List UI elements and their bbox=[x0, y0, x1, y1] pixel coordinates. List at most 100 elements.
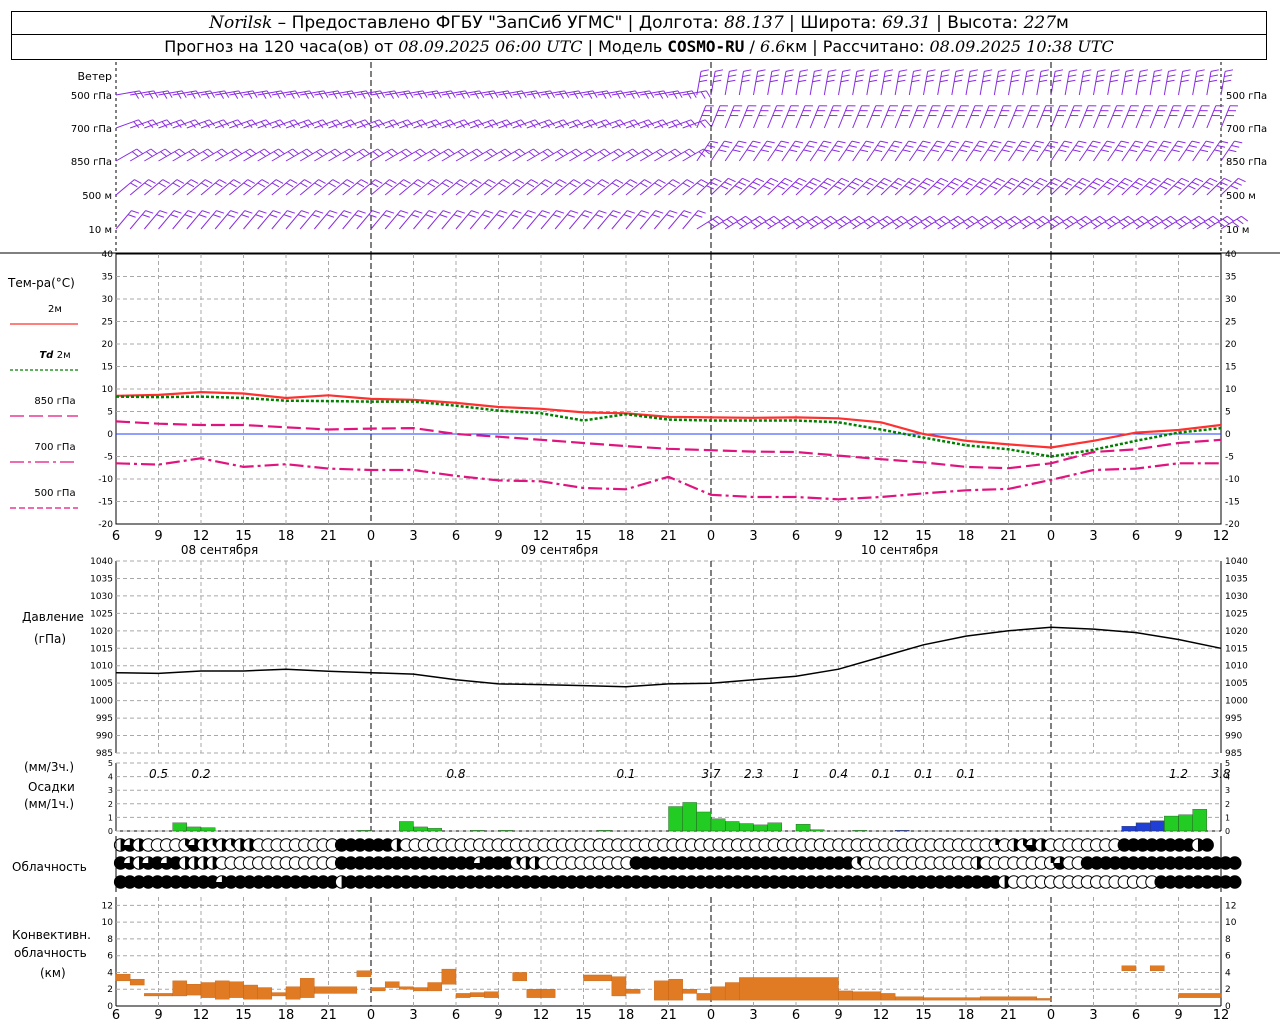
wind-level-label: 10 м bbox=[89, 225, 112, 236]
wind-barb bbox=[951, 140, 966, 162]
wind-barb-feather bbox=[613, 151, 621, 158]
wind-barb-feather bbox=[759, 215, 767, 222]
wind-barb-feather bbox=[1007, 140, 1016, 144]
precip-tick-label: 3 bbox=[108, 786, 113, 795]
wind-barb-feather bbox=[983, 74, 992, 78]
wind-barb-feather bbox=[1085, 215, 1093, 222]
wind-barb-feather bbox=[905, 144, 914, 148]
wind-barb-feather bbox=[766, 140, 775, 144]
conv-tick-label-right: 2 bbox=[1225, 985, 1231, 995]
wind-barb bbox=[214, 210, 231, 230]
wind-barb-feather bbox=[583, 182, 591, 188]
wind-barb-feather bbox=[147, 121, 154, 128]
wind-barb bbox=[384, 119, 408, 129]
wind-barb-feather bbox=[1082, 177, 1090, 183]
wind-barb-feather bbox=[1198, 215, 1206, 222]
wind-barb-feather bbox=[724, 181, 732, 186]
wind-barb-feather bbox=[464, 119, 471, 127]
wind-barb-feather bbox=[924, 218, 932, 225]
wind-barb-feather bbox=[1167, 74, 1176, 78]
wind-barb bbox=[937, 177, 956, 196]
wind-barb-feather bbox=[258, 210, 267, 214]
wind-barb-feather bbox=[934, 221, 942, 228]
wind-barb-feather bbox=[559, 91, 565, 99]
wind-barb bbox=[1036, 105, 1047, 129]
temperature-legend-label: 700 гПа bbox=[34, 442, 75, 453]
wind-barb-feather bbox=[1110, 177, 1119, 183]
wind-barb-feather bbox=[202, 210, 210, 214]
conv-cloud-bar bbox=[1178, 993, 1222, 998]
wind-barb bbox=[328, 148, 350, 162]
wind-barb-feather bbox=[524, 214, 533, 218]
wind-barb-feather bbox=[1179, 218, 1187, 225]
wind-barb-feather bbox=[419, 148, 427, 155]
wind-barb-feather bbox=[1168, 69, 1177, 72]
conv-cloud-bar bbox=[484, 991, 499, 998]
cloud-cover-symbol bbox=[1228, 875, 1242, 889]
wind-barb bbox=[668, 210, 685, 230]
wind-barb-feather bbox=[789, 149, 798, 153]
wind-barb-feather bbox=[1228, 149, 1237, 153]
wind-barb-feather bbox=[965, 181, 973, 186]
wind-barb bbox=[427, 90, 452, 96]
wind-barb-feather bbox=[249, 148, 257, 155]
cloud-cover-fill bbox=[215, 875, 229, 889]
wind-barb-feather bbox=[962, 144, 971, 148]
wind-barb-feather bbox=[997, 74, 1006, 78]
cloud-cover-fill bbox=[142, 856, 155, 870]
wind-barb-feather bbox=[784, 177, 793, 183]
hour-tick-label-bottom: 12 bbox=[193, 1008, 210, 1023]
wind-barb-feather bbox=[1220, 181, 1228, 186]
wind-barb bbox=[1107, 215, 1129, 230]
wind-barb bbox=[186, 90, 211, 96]
wind-barb bbox=[781, 177, 800, 196]
wind-barb-feather bbox=[301, 210, 310, 214]
temperature-tick-label: 15 bbox=[102, 363, 113, 373]
wind-barb-feather bbox=[1139, 74, 1148, 78]
wind-barb-feather bbox=[1174, 144, 1183, 148]
wind-barb-feather bbox=[1225, 69, 1234, 72]
hour-tick-label: 9 bbox=[834, 529, 842, 544]
wind-barb-feather bbox=[658, 91, 664, 99]
wind-barb bbox=[172, 210, 189, 230]
wind-barb-feather bbox=[393, 119, 400, 127]
wind-barb-feather bbox=[1109, 218, 1117, 225]
wind-barb-feather bbox=[690, 119, 697, 127]
wind-barb bbox=[413, 210, 430, 230]
wind-barb-feather bbox=[1170, 215, 1178, 222]
wind-barb-feather bbox=[1047, 144, 1056, 148]
wind-barb-feather bbox=[839, 218, 847, 225]
wind-barb bbox=[1050, 177, 1069, 196]
wind-barb-feather bbox=[834, 144, 843, 148]
conv-cloud-bar bbox=[724, 982, 740, 1001]
wind-barb-feather bbox=[1039, 177, 1048, 183]
conv-cloud-bar bbox=[583, 974, 613, 982]
wind-barb-feather bbox=[700, 69, 709, 72]
wind-barb bbox=[356, 210, 373, 230]
precip-title: Осадки bbox=[28, 780, 75, 794]
wind-barb bbox=[823, 105, 834, 129]
wind-barb-feather bbox=[535, 90, 541, 98]
temperature-tick-label: 10 bbox=[102, 385, 114, 395]
wind-barb bbox=[625, 210, 642, 230]
wind-barb-feather bbox=[564, 90, 570, 98]
wind-barb bbox=[271, 148, 293, 162]
wind-barb-feather bbox=[710, 181, 718, 186]
wind-barb bbox=[285, 179, 305, 196]
wind-barb-feather bbox=[252, 90, 258, 98]
wind-barb bbox=[554, 148, 577, 162]
wind-barb bbox=[186, 119, 210, 129]
wind-barb-feather bbox=[791, 185, 799, 190]
wind-barb-feather bbox=[354, 214, 363, 218]
wind-barb-feather bbox=[1024, 79, 1033, 83]
wind-barb-feather bbox=[190, 179, 199, 184]
wind-barb-feather bbox=[363, 148, 371, 155]
wind-barb bbox=[526, 119, 550, 129]
wind-barb-feather bbox=[809, 181, 817, 186]
wind-barb bbox=[342, 179, 362, 196]
latitude-value: 69.31 bbox=[882, 13, 931, 33]
conv-tick-label-right: 6 bbox=[1225, 952, 1231, 962]
wind-barb bbox=[781, 215, 803, 230]
wind-barb bbox=[172, 179, 192, 196]
conv-cloud-bar bbox=[314, 986, 358, 994]
